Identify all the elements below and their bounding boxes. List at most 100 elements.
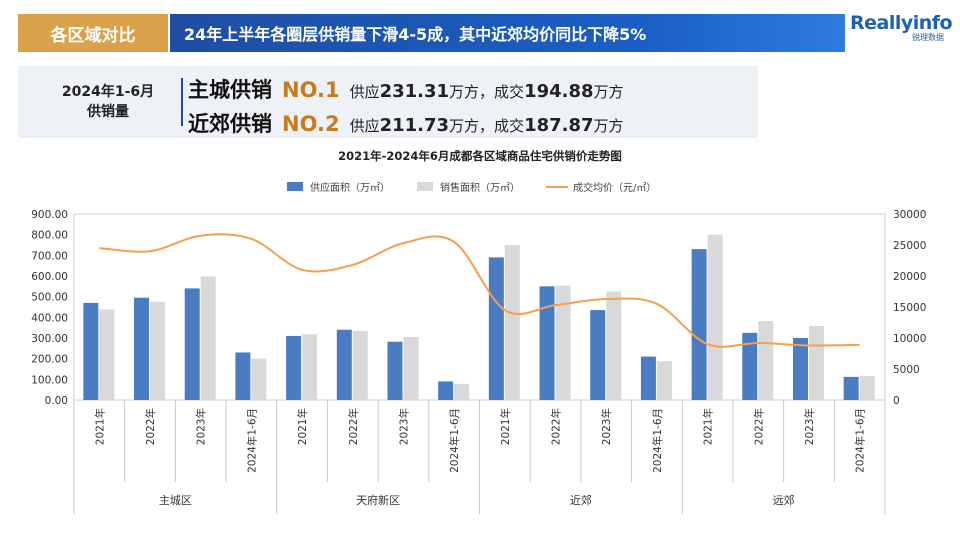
sales-bar	[656, 361, 672, 400]
summary-supply-unit: 万方，成交	[449, 83, 525, 101]
summary-deal-value: 187.87	[524, 115, 594, 136]
legend-swatch	[417, 182, 433, 191]
category-label: 2023年	[600, 408, 613, 445]
category-label: 2024年1-6月	[245, 408, 258, 473]
right-axis-tick-label: 10000	[893, 333, 926, 345]
sales-bar	[808, 326, 824, 400]
sales-bar	[606, 291, 622, 400]
section-tag: 各区域对比	[18, 14, 168, 52]
supply-bar	[286, 335, 302, 400]
left-axis-tick-label: 400.00	[31, 312, 68, 324]
category-label: 2023年	[195, 408, 208, 445]
category-label: 2023年	[803, 408, 816, 445]
sales-bar	[555, 285, 571, 400]
left-axis-tick-label: 800.00	[31, 230, 68, 242]
left-axis-tick-label: 100.00	[31, 374, 68, 386]
summary-supply-prefix: 供应	[349, 117, 380, 135]
supply-bar	[488, 257, 504, 400]
sales-bar	[150, 301, 166, 400]
sales-bar	[200, 276, 216, 400]
sales-bar	[251, 358, 267, 400]
legend-label: 供应面积（万㎡）	[310, 181, 390, 194]
summary-row-suburb: 近郊供销 NO.2 供应211.73万方，成交187.87万方	[188, 108, 624, 138]
summary-row-rank: NO.2	[282, 112, 340, 136]
summary-deal-unit: 万方	[593, 117, 624, 135]
chart-title: 2021年-2024年6月成都各区域商品住宅供销价走势图	[338, 149, 622, 163]
summary-supply-unit: 万方，成交	[449, 117, 525, 135]
summary-supply-prefix: 供应	[349, 83, 380, 101]
category-label: 2022年	[550, 408, 563, 445]
legend-label: 销售面积（万㎡）	[440, 181, 520, 194]
left-axis-tick-label: 600.00	[31, 271, 68, 283]
supply-bar	[235, 352, 251, 400]
right-axis-tick-label: 30000	[893, 209, 926, 221]
supply-bar	[387, 341, 403, 400]
group-label: 近郊	[570, 494, 592, 507]
summary-row-label: 近郊供销	[188, 112, 272, 136]
category-label: 2022年	[144, 408, 157, 445]
supply-bar	[843, 376, 859, 400]
group-label: 天府新区	[356, 493, 400, 507]
price-line	[99, 233, 860, 348]
summary-deal-value: 194.88	[524, 81, 594, 102]
group-label: 主城区	[159, 494, 192, 507]
sales-bar	[302, 334, 318, 400]
sales-bar	[454, 383, 470, 400]
category-label: 2021年	[499, 408, 512, 445]
summary-supply-value: 231.31	[379, 81, 450, 102]
right-axis-tick-label: 5000	[893, 364, 920, 376]
sales-bar	[859, 376, 875, 400]
supply-bar	[691, 249, 707, 400]
supply-bar	[742, 332, 758, 400]
category-label: 2021年	[702, 408, 715, 445]
left-axis-tick-label: 300.00	[31, 333, 68, 345]
summary-deal-unit: 万方	[593, 83, 624, 101]
sales-bar	[99, 309, 115, 400]
category-label: 2022年	[347, 408, 360, 445]
sales-bar	[707, 234, 723, 400]
supply-bar	[184, 288, 200, 400]
summary-supply-value: 211.73	[379, 115, 450, 136]
category-label: 2022年	[752, 408, 765, 445]
brand-logo: Reallyinfo 锐理数据	[850, 12, 953, 56]
category-label: 2024年1-6月	[854, 408, 867, 473]
logo-subtext: 锐理数据	[912, 33, 944, 42]
summary-period-line2: 供销量	[87, 104, 129, 120]
legend-label: 成交均价（元/㎡）	[573, 181, 656, 194]
left-axis-tick-label: 0.00	[45, 395, 68, 407]
left-axis-tick-label: 200.00	[31, 354, 68, 366]
right-axis-tick-label: 0	[893, 395, 900, 407]
category-label: 2024年1-6月	[651, 408, 664, 473]
category-label: 2021年	[296, 408, 309, 445]
sales-bar	[352, 330, 368, 400]
right-axis-tick-label: 25000	[893, 240, 926, 252]
page-title: 24年上半年各圈层供销量下滑4-5成，其中近郊均价同比下降5%	[170, 14, 845, 52]
supply-bar	[336, 329, 352, 400]
right-axis-tick-label: 15000	[893, 302, 926, 314]
supply-bar	[640, 356, 656, 400]
logo-text: Reallyinfo	[850, 12, 953, 34]
right-axis-tick-label: 20000	[893, 271, 926, 283]
summary-panel: 2024年1-6月 供销量 主城供销 NO.1 供应231.31万方，成交194.8…	[18, 66, 758, 138]
summary-period: 2024年1-6月 供销量	[38, 82, 178, 122]
summary-period-line1: 2024年1-6月	[61, 84, 155, 100]
group-label: 远郊	[773, 494, 795, 507]
category-label: 2021年	[93, 408, 106, 445]
supply-bar	[438, 381, 454, 400]
supply-bar	[590, 310, 606, 400]
legend-swatch	[287, 182, 303, 191]
summary-row-label: 主城供销	[188, 78, 272, 102]
sales-bar	[758, 321, 774, 400]
summary-divider	[181, 78, 183, 126]
supply-bar	[134, 297, 150, 400]
left-axis-tick-label: 900.00	[31, 209, 68, 221]
category-label: 2023年	[397, 408, 410, 445]
left-axis-tick-label: 500.00	[31, 292, 68, 304]
left-axis-tick-label: 700.00	[31, 250, 68, 262]
sales-bar	[403, 336, 419, 400]
supply-bar	[792, 338, 808, 400]
sales-bar	[504, 245, 520, 400]
category-label: 2024年1-6月	[448, 408, 461, 473]
summary-row-main-city: 主城供销 NO.1 供应231.31万方，成交194.88万方	[188, 74, 624, 104]
